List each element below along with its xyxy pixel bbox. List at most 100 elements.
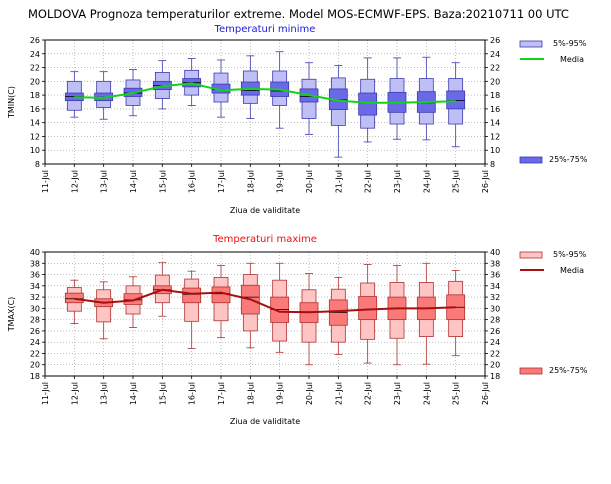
box-18-Jul (240, 262, 260, 349)
box-17-Jul (211, 265, 231, 339)
box-23-Jul (387, 265, 407, 366)
y-tick-label: 22 (30, 349, 40, 358)
x-tick-label: 14-Jul (129, 170, 138, 193)
legend: 5%-95% Media 25%-75% (519, 39, 588, 164)
x-axis-label: Ziua de validitate (230, 417, 300, 426)
y-tick-label: 28 (30, 316, 40, 325)
y-tick-label: 30 (30, 304, 40, 313)
panel-title: Temperaturi maxime (212, 234, 317, 245)
y-tick-label: 38 (30, 259, 40, 268)
box-21-Jul (328, 65, 348, 158)
box-25-75 (358, 296, 378, 321)
x-tick-label: 17-Jul (217, 382, 226, 405)
box-12-Jul (64, 279, 84, 324)
mean-line (74, 288, 456, 314)
y-tick-label-right: 20 (490, 361, 500, 370)
x-tick-label: 11-Jul (41, 382, 50, 405)
box-20-Jul (299, 62, 319, 135)
x-tick-label: 26-Jul (481, 382, 490, 405)
box-13-Jul (94, 281, 114, 340)
box-22-Jul (358, 57, 378, 143)
y-tick-label-right: 32 (490, 293, 500, 302)
x-tick-label: 14-Jul (129, 382, 138, 405)
x-tick-label: 18-Jul (246, 382, 255, 405)
box-21-Jul (328, 276, 348, 355)
box-25-75 (64, 292, 84, 304)
y-tick-label: 26 (30, 327, 40, 336)
legend-label-25-75: 25%-75% (549, 155, 588, 164)
y-tick-label: 20 (30, 77, 40, 86)
x-tick-label: 24-Jul (422, 170, 431, 193)
x-tick-label: 21-Jul (334, 382, 343, 405)
x-tick-label: 19-Jul (276, 170, 285, 193)
y-tick-label-right: 40 (490, 248, 500, 257)
x-tick-label: 13-Jul (100, 382, 109, 405)
x-tick-label: 23-Jul (393, 170, 402, 193)
tmin-panel: Temperaturi minime 8 8 10 10 12 12 14 14 16 16 18 18… (7, 24, 588, 215)
x-tick-label: 26-Jul (481, 170, 490, 193)
box-22-Jul (358, 263, 378, 364)
box-23-Jul (387, 57, 407, 140)
y-tick-label-right: 24 (490, 338, 500, 347)
x-tick-label: 16-Jul (188, 382, 197, 405)
y-tick-label-right: 18 (490, 372, 500, 381)
y-tick-label: 34 (30, 282, 40, 291)
x-axis-label: Ziua de validitate (230, 206, 300, 215)
y-tick-label-right: 12 (490, 132, 500, 141)
y-tick-label-right: 10 (490, 146, 500, 155)
x-tick-label: 22-Jul (364, 382, 373, 405)
y-tick-label-right: 14 (490, 119, 500, 128)
x-tick-label: 20-Jul (305, 382, 314, 405)
box-25-Jul (446, 62, 466, 148)
legend-swatch-5-95 (519, 251, 543, 259)
box-16-Jul (182, 58, 202, 106)
x-tick-label: 20-Jul (305, 170, 314, 193)
x-tick-label: 15-Jul (158, 170, 167, 193)
box-25-75 (123, 293, 143, 305)
y-tick-label-right: 38 (490, 259, 500, 268)
tmax-panel: Temperaturi maxime 18 18 20 20 22 22 24 24 26 26 28… (7, 234, 588, 426)
x-tick-label: 12-Jul (70, 170, 79, 193)
legend-swatch-25-75 (519, 367, 543, 375)
y-tick-label: 18 (30, 91, 40, 100)
y-tick-label: 18 (30, 372, 40, 381)
y-tick-label-right: 30 (490, 304, 500, 313)
legend-label-5-95: 5%-95% (553, 250, 587, 259)
legend-swatch-5-95 (519, 40, 543, 48)
plot-frame (44, 251, 486, 377)
y-tick-label-right: 22 (490, 349, 500, 358)
x-tick-label: 16-Jul (188, 170, 197, 193)
legend-swatch-25-75 (519, 156, 543, 164)
box-16-Jul (182, 270, 202, 349)
x-tick-label: 22-Jul (364, 170, 373, 193)
y-tick-label: 36 (30, 271, 40, 280)
box-24-Jul (416, 56, 436, 141)
box-25-75 (358, 92, 378, 116)
y-tick-label-right: 26 (490, 36, 500, 45)
y-tick-label: 20 (30, 361, 40, 370)
panel-title: Temperaturi minime (214, 24, 316, 35)
x-tick-label: 23-Jul (393, 382, 402, 405)
x-tick-label: 15-Jul (158, 382, 167, 405)
legend-label-25-75: 25%-75% (549, 366, 588, 375)
box-18-Jul (240, 55, 260, 119)
x-tick-label: 17-Jul (217, 170, 226, 193)
y-tick-label-right: 24 (490, 50, 500, 59)
page-title: MOLDOVA Prognoza temperaturilor extreme.… (28, 7, 569, 21)
x-tick-label: 18-Jul (246, 170, 255, 193)
y-tick-label-right: 16 (490, 105, 500, 114)
y-tick-label-right: 26 (490, 327, 500, 336)
y-tick-label: 10 (30, 146, 40, 155)
x-tick-label: 13-Jul (100, 170, 109, 193)
y-tick-label: 12 (30, 132, 40, 141)
legend-label-mean: Media (560, 55, 584, 64)
y-tick-label-right: 8 (490, 160, 495, 169)
y-tick-label: 32 (30, 293, 40, 302)
y-tick-label-right: 22 (490, 64, 500, 73)
legend: 5%-95% Media 25%-75% (519, 250, 588, 375)
y-tick-label: 16 (30, 105, 40, 114)
x-tick-label: 24-Jul (422, 382, 431, 405)
x-tick-label: 25-Jul (452, 170, 461, 193)
y-tick-label: 26 (30, 36, 40, 45)
